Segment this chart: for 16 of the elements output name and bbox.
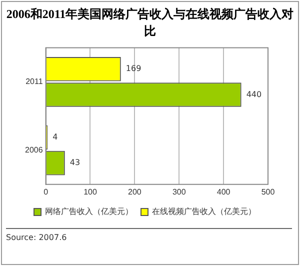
x-tick-label: 200 xyxy=(128,187,142,196)
legend-label: 在线视频广告收入（亿美元） xyxy=(152,207,256,216)
source-note: Source: 2007.6 xyxy=(6,228,292,242)
x-tick-label: 100 xyxy=(84,187,98,196)
data-label: 169 xyxy=(126,64,142,74)
data-label: 43 xyxy=(70,158,80,168)
data-label: 440 xyxy=(246,90,262,99)
x-tick-label: 500 xyxy=(261,187,276,196)
x-tick-label: 0 xyxy=(44,187,49,196)
y-tick-label: 2006 xyxy=(25,145,44,154)
legend-label: 网络广告收入（亿美元） xyxy=(45,207,133,216)
chart-title: 2006和2011年美国网络广告收入与在线视频广告收入对比 xyxy=(5,6,295,40)
x-tick-label: 300 xyxy=(172,187,186,196)
y-tick-label: 2011 xyxy=(26,77,44,86)
data-label: 4 xyxy=(52,132,58,142)
x-tick-label: 400 xyxy=(216,187,231,196)
